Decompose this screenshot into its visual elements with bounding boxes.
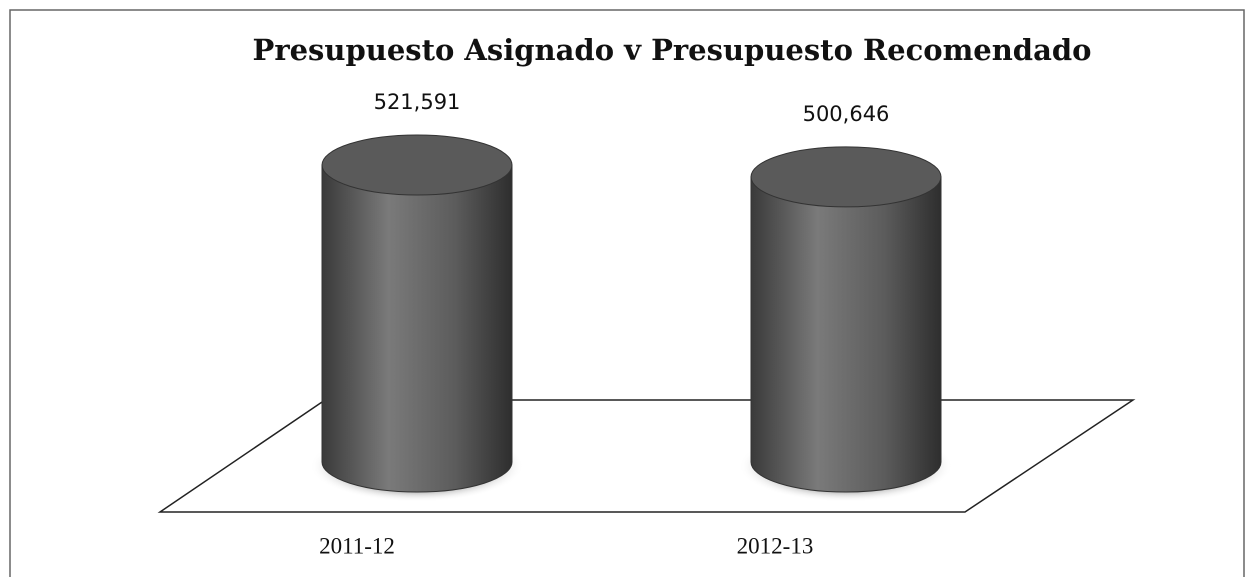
cylinder	[750, 176, 942, 493]
value-label: 521,591	[374, 90, 461, 114]
x-tick-label: 2011-12	[319, 533, 395, 558]
floor	[157, 399, 1136, 513]
x-tick-label: 2012-13	[737, 533, 814, 558]
cylinder	[321, 164, 513, 493]
cylinder-top	[750, 146, 942, 208]
chart-title: Presupuesto Asignado v Presupuesto Recom…	[253, 33, 1092, 67]
cylinder-top	[321, 134, 513, 196]
value-label: 500,646	[803, 102, 890, 126]
frame	[9, 9, 1245, 577]
